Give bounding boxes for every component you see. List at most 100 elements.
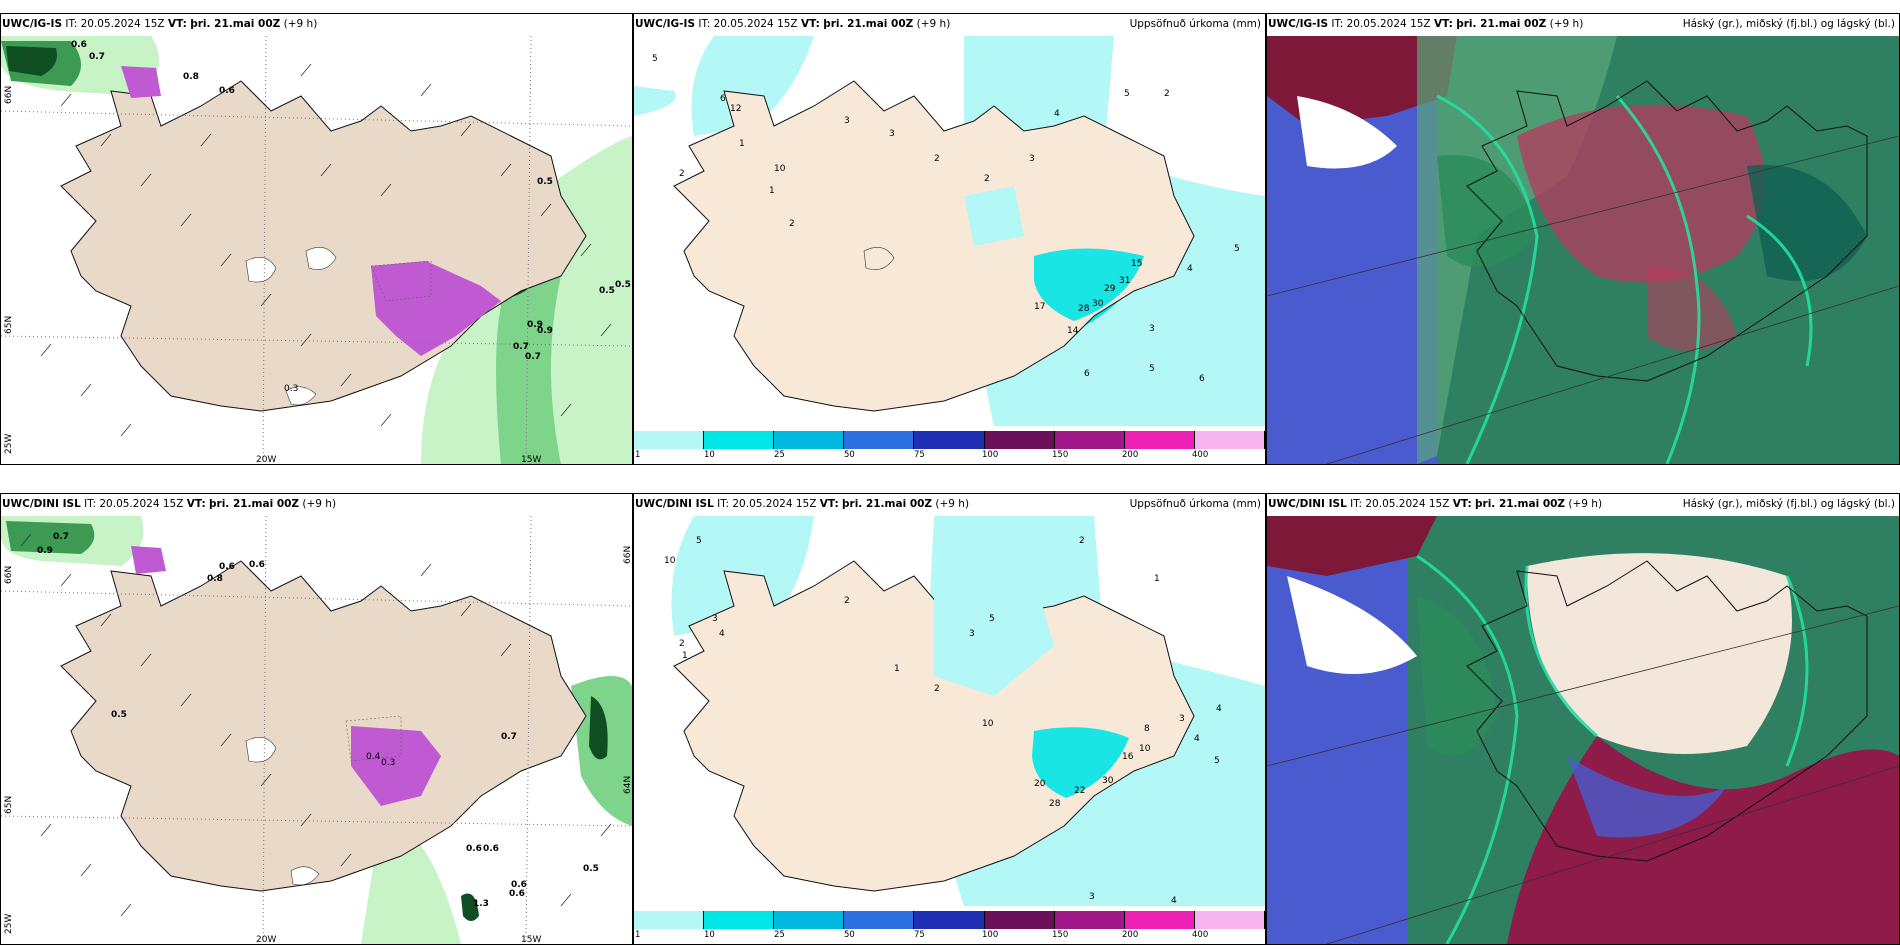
colorbar-tick: 50 — [844, 450, 855, 460]
value-label: 0.3 — [381, 758, 396, 768]
precip-map[interactable] — [634, 516, 1265, 944]
colorbar-tick: 75 — [914, 930, 925, 940]
value-label: 2 — [984, 174, 990, 184]
colorbar-tick: 200 — [1122, 450, 1139, 460]
it-time: 20.05.2024 15Z — [732, 498, 817, 510]
vt-time: þri. 21.mai 00Z — [823, 18, 914, 30]
vt-time: þri. 21.mai 00Z — [190, 18, 281, 30]
value-label: 17 — [1034, 302, 1046, 312]
value-label: 2 — [934, 154, 940, 164]
value-label: 0.7 — [89, 52, 105, 62]
colorbar-swatch — [634, 431, 705, 449]
value-label: 29 — [1104, 284, 1116, 294]
value-label: 2 — [844, 596, 850, 606]
colorbar-tick: 1 — [635, 930, 641, 940]
value-label: 4 — [1171, 896, 1177, 906]
colorbar-swatch — [774, 911, 845, 929]
vt-label: VT: — [1452, 498, 1472, 510]
cloud-map[interactable] — [1267, 36, 1899, 464]
value-label: 0.7 — [501, 732, 517, 742]
value-label: 10 — [982, 719, 994, 729]
value-label: 2 — [679, 169, 685, 179]
value-label: 3 — [712, 614, 718, 624]
value-label: 5 — [696, 536, 702, 546]
wind-map[interactable] — [1, 36, 632, 464]
colorbar-tick: 10 — [704, 450, 715, 460]
value-label: 1 — [739, 139, 745, 149]
value-label: 0.8 — [207, 574, 223, 584]
value-label: 10 — [1139, 744, 1151, 754]
value-label: 0.9 — [537, 326, 553, 336]
value-label: 4 — [1054, 109, 1060, 119]
it-label: IT: — [1331, 18, 1344, 30]
vt-label: VT: — [186, 498, 206, 510]
colorbar-swatch — [704, 431, 775, 449]
value-label: 0.9 — [527, 320, 543, 330]
value-label: 0.5 — [583, 864, 599, 874]
colorbar-tick: 200 — [1122, 930, 1139, 940]
colorbar-tick: 50 — [844, 930, 855, 940]
lon-label: 15W — [521, 455, 542, 465]
value-label: 1 — [769, 186, 775, 196]
value-label: 20 — [1034, 779, 1046, 789]
precip-title: Uppsöfnuð úrkoma (mm) — [1129, 18, 1261, 30]
model-name: UWC/DINI ISL — [1268, 498, 1347, 510]
value-label: 2 — [1079, 536, 1085, 546]
value-label: 0.6 — [483, 844, 499, 854]
panel-header: UWC/IG-IS IT: 20.05.2024 15Z VT: þri. 21… — [2, 18, 317, 30]
it-label: IT: — [1350, 498, 1363, 510]
model-name: UWC/IG-IS — [635, 18, 696, 30]
value-label: 28 — [1049, 799, 1061, 809]
value-label: 5 — [652, 54, 658, 64]
lon-label: 25W — [4, 913, 14, 934]
value-label: 15 — [1131, 259, 1143, 269]
vt-time: þri. 21.mai 00Z — [842, 498, 933, 510]
lead-time: (+9 h) — [1568, 498, 1603, 510]
lead-time: (+9 h) — [916, 18, 951, 30]
panel-wind-row2: UWC/DINI ISL IT: 20.05.2024 15Z VT: þri.… — [0, 493, 633, 945]
precip-map[interactable] — [634, 36, 1265, 464]
precip-colorbar: 1 10 25 50 75 100 150 200 400 — [634, 431, 1265, 461]
value-label: 10 — [664, 556, 676, 566]
lat-label: 66N — [623, 545, 633, 564]
value-label: 22 — [1074, 786, 1086, 796]
panel-precip-row1: UWC/IG-IS IT: 20.05.2024 15Z VT: þri. 21… — [633, 13, 1266, 465]
value-label: 0.7 — [53, 532, 69, 542]
colorbar-swatch — [914, 911, 985, 929]
value-label: 1.3 — [473, 899, 489, 909]
value-label: 10 — [774, 164, 786, 174]
colorbar-swatch — [984, 911, 1055, 929]
lead-time: (+9 h) — [935, 498, 970, 510]
cloud-map[interactable] — [1267, 516, 1899, 944]
colorbar-tick: 150 — [1052, 930, 1069, 940]
value-label: 3 — [1089, 892, 1095, 902]
value-label: 4 — [1216, 704, 1222, 714]
value-label: 2 — [1164, 89, 1170, 99]
colorbar-tick: 100 — [982, 450, 999, 460]
colorbar-tick: 100 — [982, 930, 999, 940]
value-label: 16 — [1122, 752, 1134, 762]
model-name: UWC/DINI ISL — [635, 498, 714, 510]
colorbar-swatch — [844, 431, 915, 449]
colorbar-tick: 150 — [1052, 450, 1069, 460]
colorbar-swatch — [1194, 431, 1265, 449]
colorbar-tick: 1 — [635, 450, 641, 460]
value-label: 0.6 — [219, 86, 235, 96]
value-label: 0.5 — [615, 280, 631, 290]
colorbar-tick: 400 — [1192, 930, 1209, 940]
value-label: 28 — [1078, 304, 1090, 314]
model-name: UWC/IG-IS — [2, 18, 63, 30]
lon-label: 25W — [4, 433, 14, 454]
it-time: 20.05.2024 15Z — [99, 498, 184, 510]
precip-title: Uppsöfnuð úrkoma (mm) — [1129, 498, 1261, 510]
value-label: 0.8 — [183, 72, 199, 82]
vt-time: þri. 21.mai 00Z — [209, 498, 300, 510]
it-label: IT: — [717, 498, 730, 510]
precip-colorbar: 1 10 25 50 75 100 150 200 400 — [634, 911, 1265, 941]
wind-map[interactable] — [1, 516, 632, 944]
value-label: 5 — [1149, 364, 1155, 374]
vt-label: VT: — [1433, 18, 1453, 30]
panel-header: UWC/DINI ISL IT: 20.05.2024 15Z VT: þri.… — [2, 498, 336, 510]
value-label: 6 — [720, 94, 726, 104]
value-label: 30 — [1102, 776, 1114, 786]
